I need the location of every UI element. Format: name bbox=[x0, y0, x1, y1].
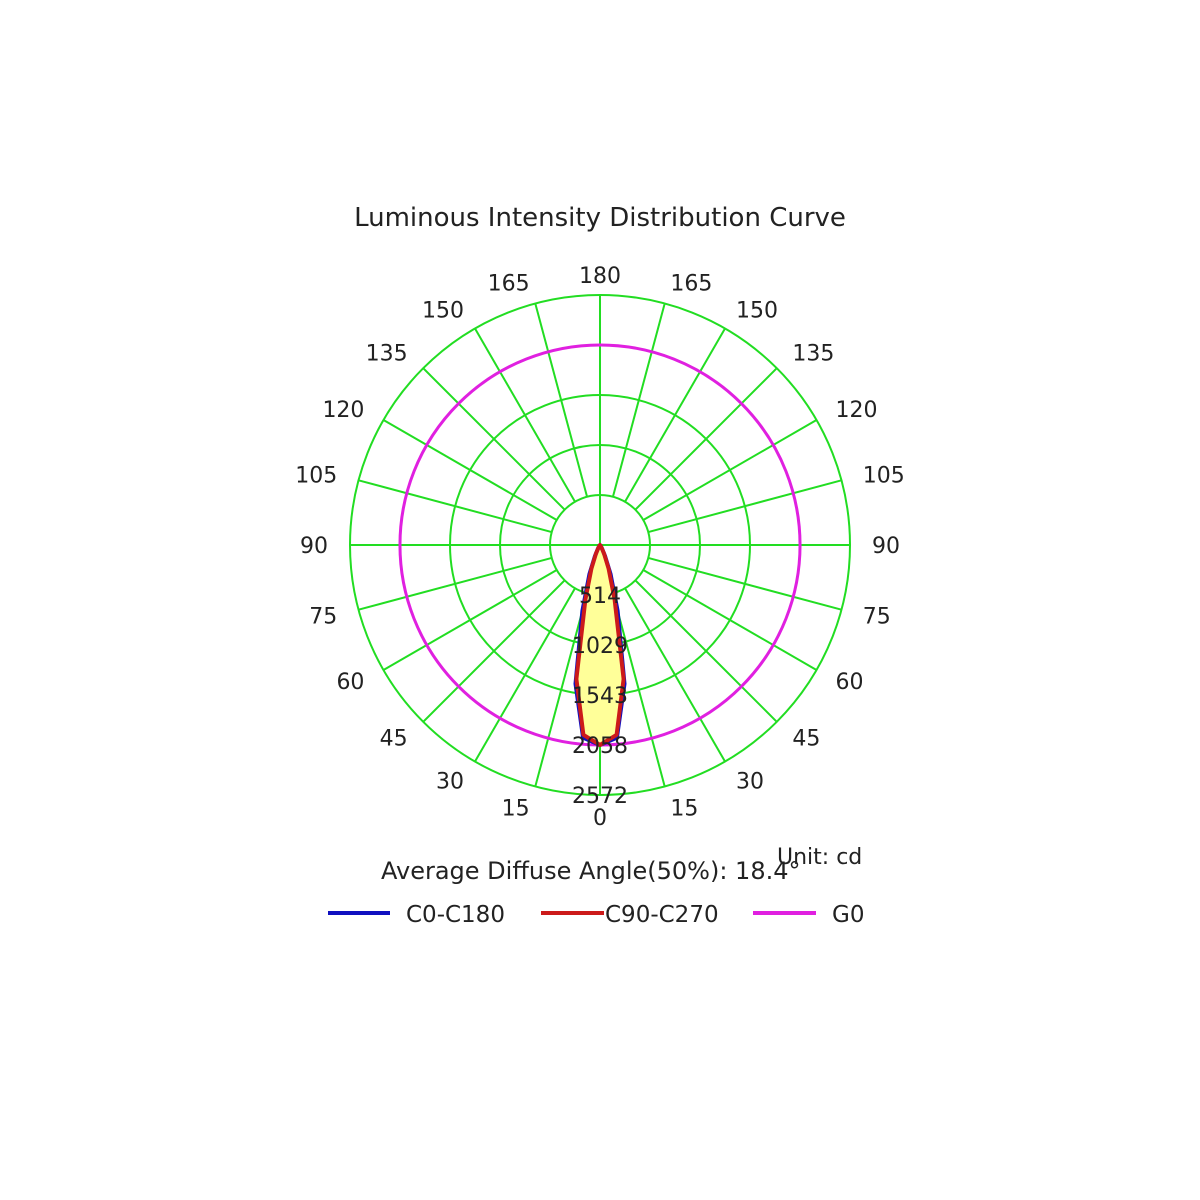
grid-spoke bbox=[634, 367, 778, 511]
angle-label: 45 bbox=[792, 726, 820, 751]
angle-label: 15 bbox=[502, 797, 530, 822]
angle-label: 30 bbox=[436, 770, 464, 795]
angle-label: 90 bbox=[872, 534, 900, 559]
label-layer: 0 15 30 45 60 75 90 105 120 135 150 165 180 15 30 45 60 7… bbox=[295, 264, 904, 831]
grid-spoke bbox=[474, 327, 576, 503]
grid-spoke bbox=[382, 569, 558, 671]
series-layer bbox=[398, 343, 802, 747]
grid-spoke bbox=[648, 556, 842, 611]
grid-spoke bbox=[422, 579, 566, 723]
grid-spoke bbox=[642, 569, 818, 671]
angle-label: 165 bbox=[488, 271, 530, 296]
grid-spoke bbox=[358, 556, 552, 611]
angle-label: 60 bbox=[836, 670, 864, 695]
radial-tick-label: 514 bbox=[579, 584, 621, 609]
angle-label: 150 bbox=[736, 298, 778, 323]
angle-label: 135 bbox=[366, 342, 408, 367]
grid-spoke bbox=[534, 303, 589, 497]
angle-label: 60 bbox=[336, 670, 364, 695]
grid-spoke bbox=[422, 367, 566, 511]
radial-tick-label: 1029 bbox=[572, 634, 628, 659]
angle-label: 30 bbox=[736, 770, 764, 795]
angle-label: 105 bbox=[295, 464, 337, 489]
radial-tick-label: 1543 bbox=[572, 684, 628, 709]
radial-tick-label: 2058 bbox=[572, 734, 628, 759]
angle-label: 135 bbox=[792, 342, 834, 367]
grid-spoke bbox=[642, 419, 818, 521]
legend-label-c0-c180: C0-C180 bbox=[406, 902, 505, 928]
grid-spoke bbox=[358, 479, 552, 534]
grid-spoke bbox=[534, 593, 589, 787]
angle-label: 165 bbox=[670, 271, 712, 296]
grid-spoke bbox=[382, 419, 558, 521]
legend-label-g0: G0 bbox=[832, 902, 864, 928]
grid-spoke bbox=[624, 587, 726, 763]
chart-title: Luminous Intensity Distribution Curve bbox=[354, 203, 846, 233]
legend: C0-C180 C90-C270 G0 bbox=[328, 902, 864, 928]
grid-spoke bbox=[634, 579, 778, 723]
angle-label: 120 bbox=[836, 398, 878, 423]
angle-label: 15 bbox=[670, 797, 698, 822]
angle-label: 45 bbox=[380, 726, 408, 751]
radial-tick-label: 2572 bbox=[572, 784, 628, 809]
grid-spoke bbox=[624, 327, 726, 503]
angle-label: 105 bbox=[863, 464, 905, 489]
average-diffuse-angle: Average Diffuse Angle(50%): 18.4° bbox=[381, 857, 801, 885]
grid-spoke bbox=[648, 479, 842, 534]
angle-label: 90 bbox=[300, 534, 328, 559]
unit-label: Unit: cd bbox=[777, 845, 862, 870]
grid-spoke bbox=[611, 593, 666, 787]
grid-spoke bbox=[611, 303, 666, 497]
series-c90-c270 bbox=[574, 543, 626, 747]
angle-label: 75 bbox=[309, 604, 337, 629]
legend-label-c90-c270: C90-C270 bbox=[605, 902, 719, 928]
grid-spoke bbox=[474, 587, 576, 763]
angle-label: 75 bbox=[863, 604, 891, 629]
angle-label: 120 bbox=[322, 398, 364, 423]
angle-label: 180 bbox=[579, 264, 621, 289]
angle-label: 150 bbox=[422, 298, 464, 323]
angle-label: 0 bbox=[593, 806, 607, 831]
